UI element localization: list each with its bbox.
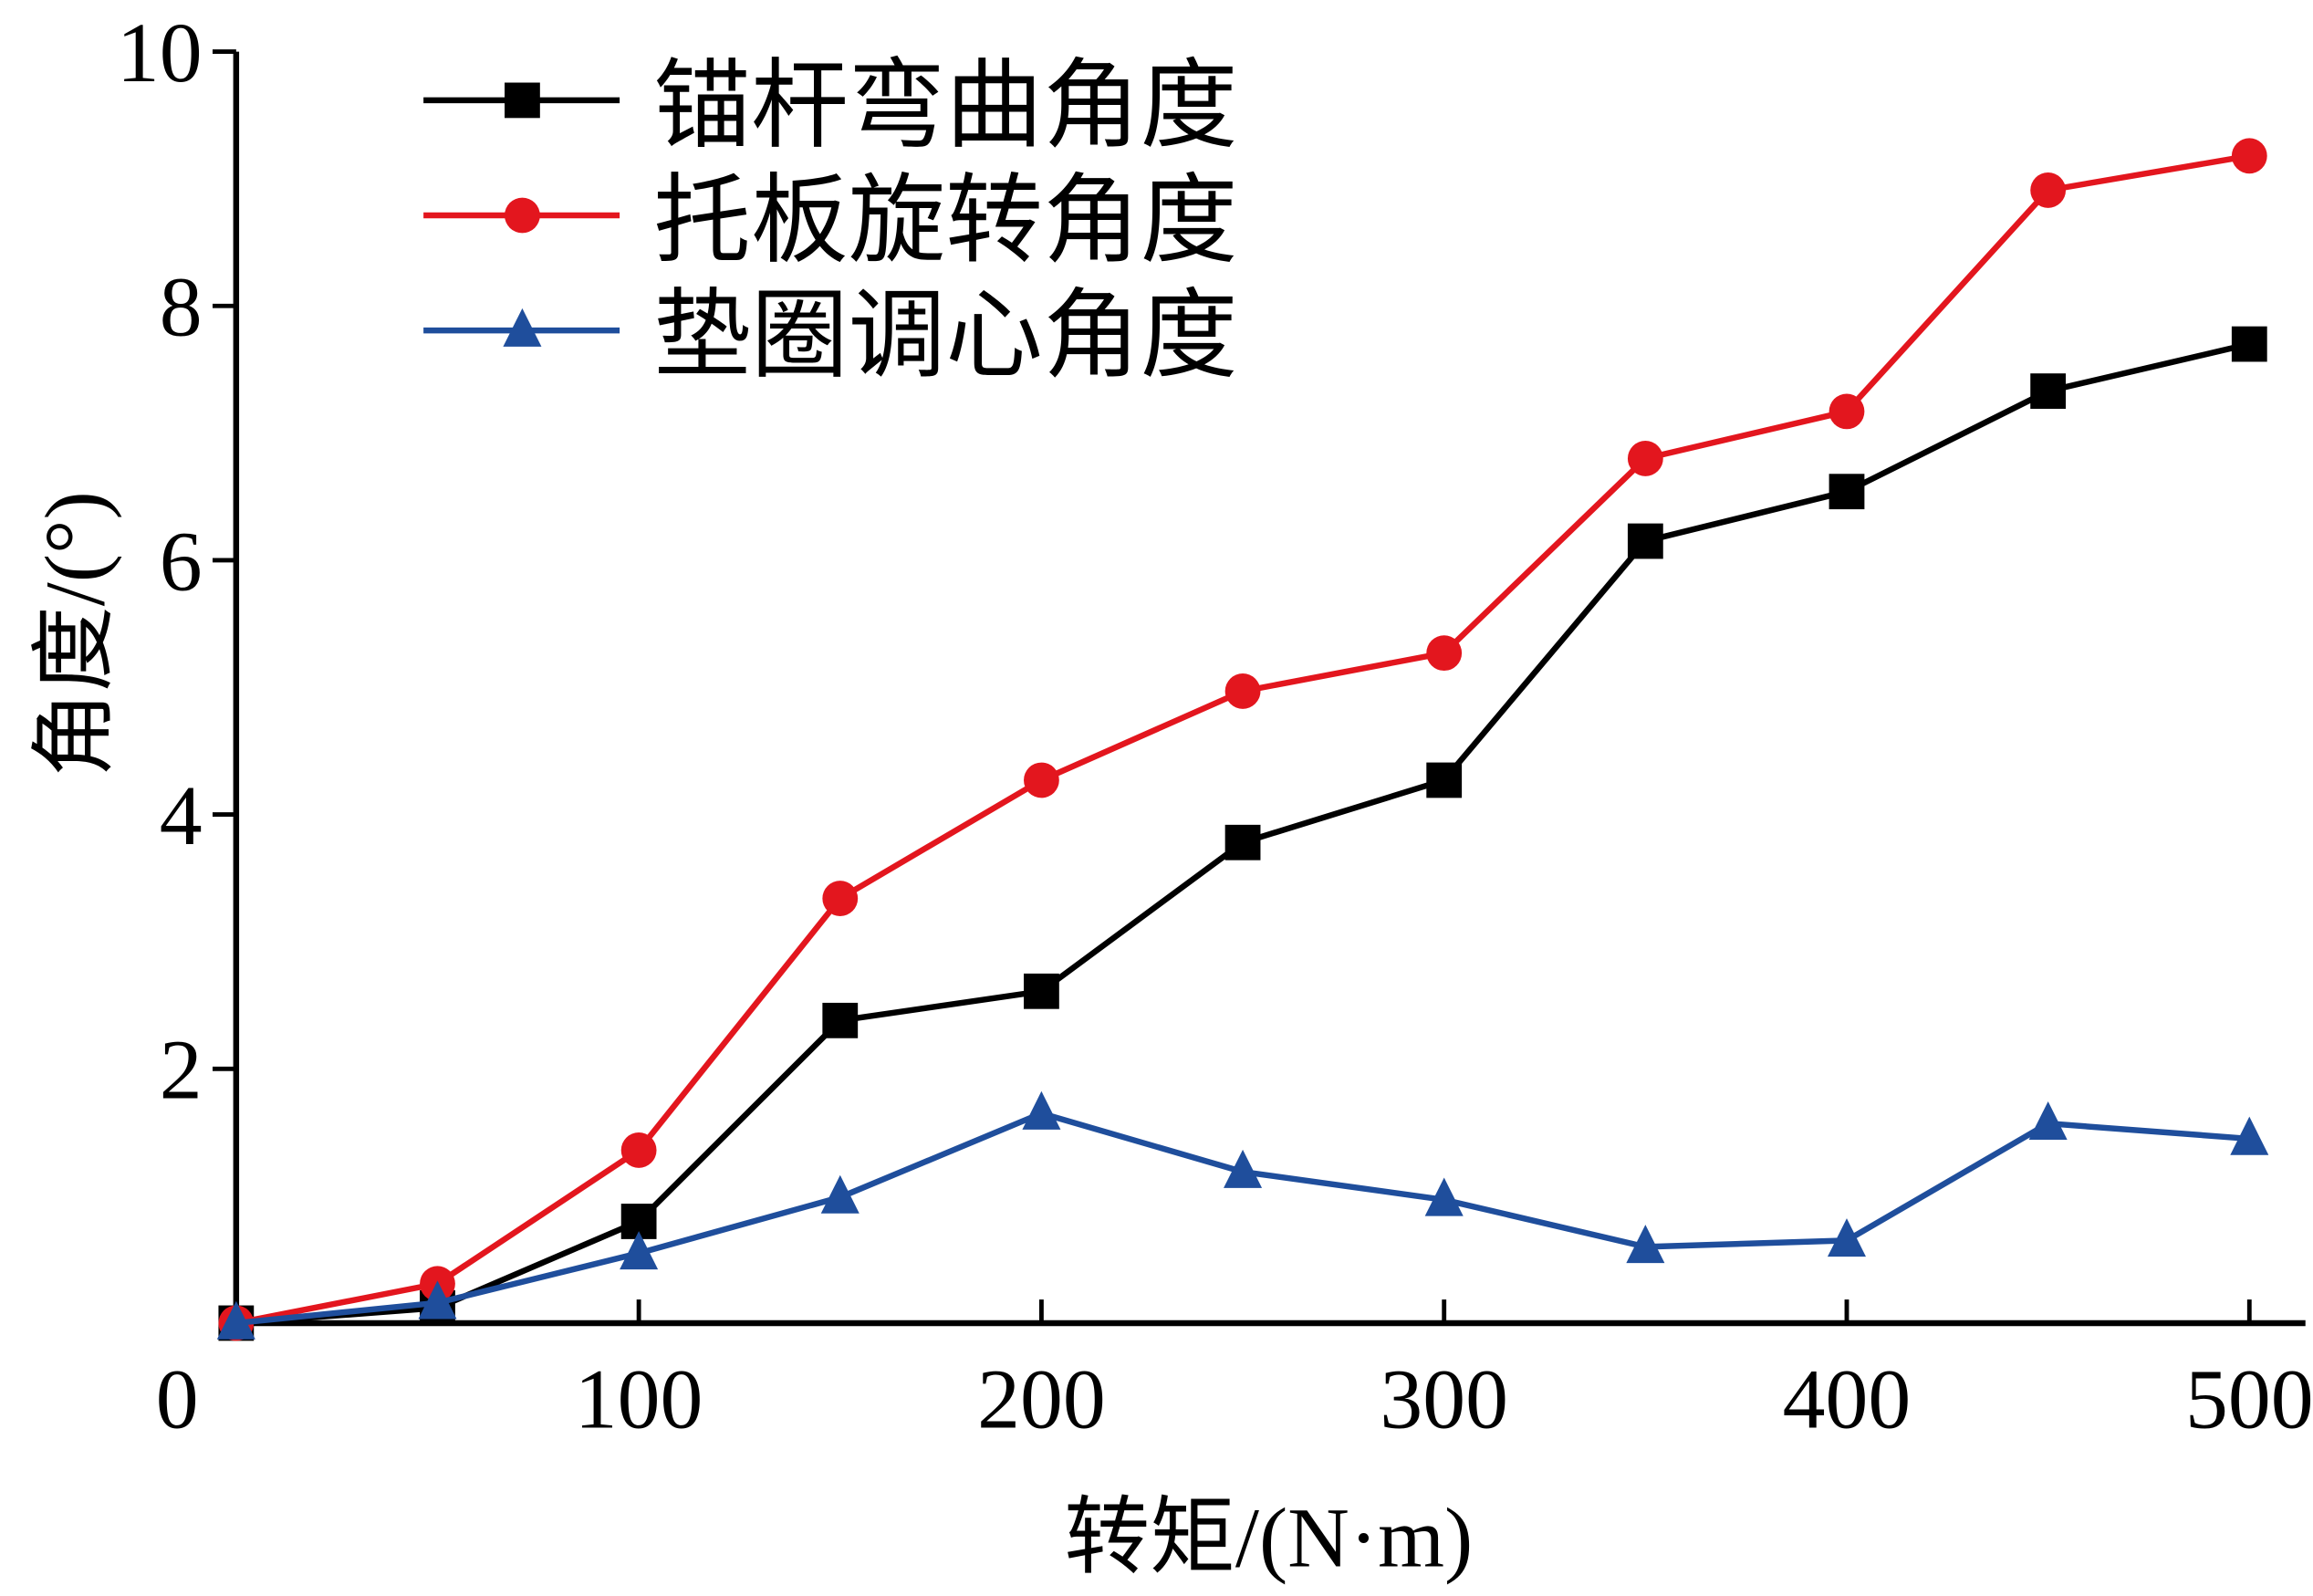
circle-marker	[2030, 172, 2067, 208]
triangle-marker	[1827, 1218, 1867, 1257]
series-triangle	[216, 1090, 2269, 1340]
triangle-marker	[2230, 1116, 2269, 1155]
square-marker	[1829, 474, 1865, 510]
triangle-marker	[820, 1174, 860, 1214]
y-tick-label: 10	[117, 5, 203, 100]
triangle-marker	[1626, 1225, 1665, 1264]
triangle-marker	[503, 308, 542, 347]
legend-label: 垫圈调心角度	[653, 283, 1237, 391]
square-marker	[2231, 326, 2267, 362]
triangle-marker	[1224, 1149, 1263, 1188]
square-marker	[505, 82, 540, 119]
square-marker	[1224, 824, 1261, 861]
y-tick-label: 8	[160, 260, 203, 355]
circle-marker	[1224, 673, 1261, 709]
circle-marker	[1426, 635, 1463, 672]
triangle-marker	[418, 1280, 457, 1320]
series-square	[218, 326, 2267, 1341]
x-tick-label: 300	[1380, 1352, 1508, 1447]
circle-marker	[2231, 138, 2267, 174]
circle-marker	[620, 1132, 657, 1168]
square-marker	[1627, 523, 1663, 559]
x-tick-label: 200	[977, 1352, 1106, 1447]
circle-marker	[1829, 393, 1865, 430]
series-group	[216, 138, 2269, 1341]
series-circle	[218, 138, 2267, 1341]
triangle-marker	[216, 1300, 255, 1340]
square-marker	[1426, 762, 1463, 798]
circle-marker	[1024, 762, 1059, 798]
y-tick-label: 6	[160, 514, 203, 609]
legend-label: 托板旋转角度	[653, 168, 1237, 276]
x-tick-label: 0	[156, 1352, 199, 1447]
x-tick-label: 500	[2185, 1352, 2313, 1447]
x-tick-label: 400	[1783, 1352, 1912, 1447]
axes: 0 100 200 300 400 500 2 4 6 8 10	[117, 5, 2313, 1447]
square-marker	[2030, 373, 2067, 410]
circle-marker	[822, 881, 859, 916]
triangle-marker	[2028, 1101, 2068, 1140]
y-tick-label: 2	[160, 1023, 203, 1118]
triangle-marker	[1424, 1177, 1464, 1216]
legend-item: 垫圈调心角度	[423, 283, 1237, 391]
x-axis-label: 转矩/(N·m)	[1064, 1491, 1473, 1586]
circle-marker	[505, 197, 540, 234]
x-tick-label: 100	[575, 1352, 703, 1447]
legend-item: 锚杆弯曲角度	[423, 53, 1237, 161]
triangle-marker	[1022, 1090, 1061, 1130]
square-marker	[1024, 973, 1059, 1009]
square-marker	[822, 1002, 859, 1038]
legend-item: 托板旋转角度	[423, 168, 1237, 276]
circle-marker	[1627, 441, 1663, 476]
y-tick-label: 4	[160, 768, 203, 863]
y-axis-label: 角度/(°)	[27, 491, 122, 777]
legend-label: 锚杆弯曲角度	[653, 53, 1237, 161]
triangle-marker	[620, 1231, 659, 1270]
